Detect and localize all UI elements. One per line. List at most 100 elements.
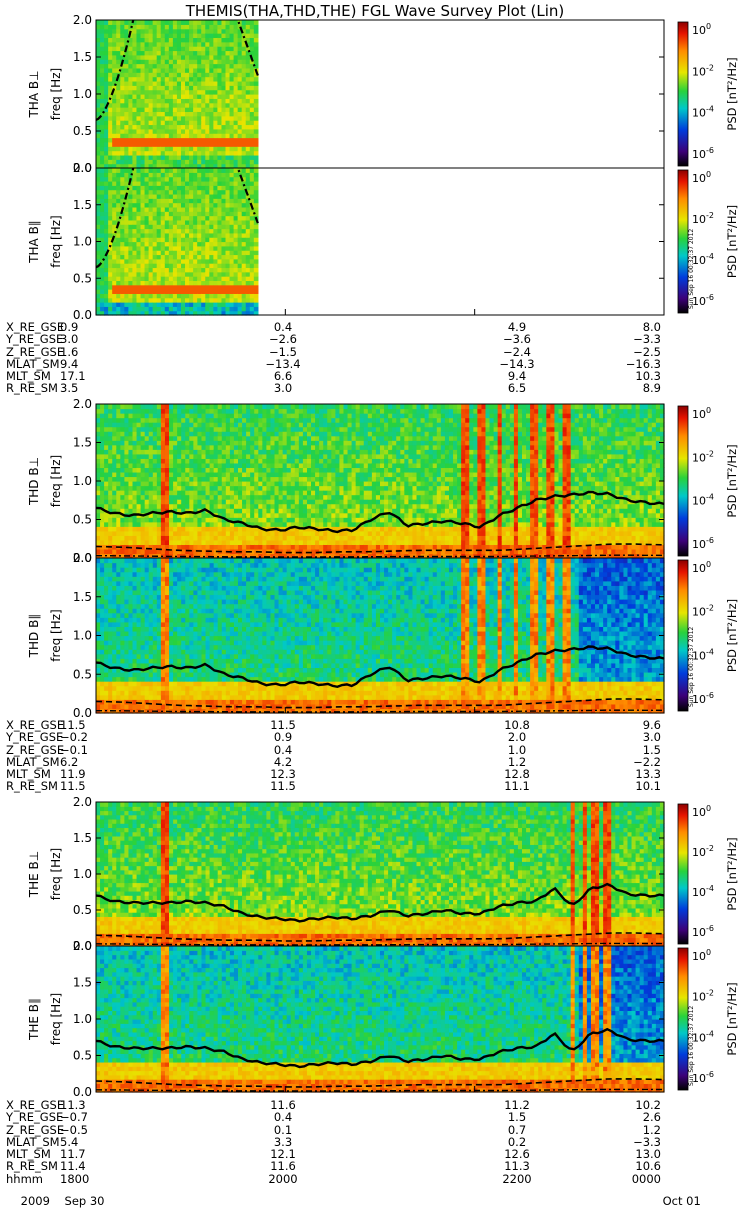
spectrogram-cell (250, 33, 255, 38)
spectrogram-cell (230, 59, 235, 64)
spectrogram-cell (266, 413, 271, 418)
spectrogram-cell (157, 155, 162, 160)
spectrogram-cell (165, 151, 170, 156)
spectrogram-cell (217, 280, 222, 285)
spectrogram-cell (242, 481, 247, 486)
spectrogram-cell (262, 449, 267, 454)
spectrogram-cell (149, 531, 154, 536)
spectrogram-cell (230, 499, 235, 504)
spectrogram-cell (112, 535, 117, 540)
spectrogram-cell (120, 177, 125, 182)
spectrogram-cell (100, 445, 105, 450)
spectrogram-cell (226, 133, 231, 138)
spectrogram-cell (230, 229, 235, 234)
spectrogram-cell (270, 431, 275, 436)
spectrogram-cell (181, 285, 186, 290)
spectrogram-cell (145, 203, 150, 208)
spectrogram-cell (295, 531, 300, 536)
spectrogram-cell (169, 504, 174, 509)
spectrogram-cell (242, 440, 247, 445)
spectrogram-cell (352, 431, 357, 436)
spectrogram-cell (221, 298, 226, 303)
spectrogram-cell (149, 211, 154, 216)
spectrogram-cell (331, 490, 336, 495)
spectrogram-cell (153, 203, 158, 208)
spectrogram-cell (210, 431, 215, 436)
spectrogram-cell (197, 481, 202, 486)
spectrogram-cell (141, 302, 146, 307)
spectrogram-cell (214, 449, 219, 454)
colorbar-tick-label: 10-6 (692, 146, 714, 161)
spectrogram-cell (303, 535, 308, 540)
spectrogram-cell (352, 508, 357, 513)
spectrogram-cell (165, 237, 170, 242)
spectrogram-cell (217, 124, 222, 129)
spectrogram-cell (230, 94, 235, 99)
spectrogram-cell (217, 259, 222, 264)
spectrogram-cell (287, 476, 292, 481)
spectrogram-cell (352, 409, 357, 414)
spectrogram-cell (250, 107, 255, 112)
spectrogram-cell (108, 20, 113, 25)
spectrogram-cell (177, 55, 182, 60)
spectrogram-cell (210, 504, 215, 509)
spectrogram-cell (201, 454, 206, 459)
spectrogram-cell (262, 413, 267, 418)
spectrogram-cell (238, 250, 243, 255)
spectrogram-cell (108, 418, 113, 423)
spectrogram-cell (96, 194, 101, 199)
spectrogram-cell (246, 263, 251, 268)
spectrogram-cell (197, 454, 202, 459)
spectrogram-cell (100, 467, 105, 472)
spectrogram-cell (104, 211, 109, 216)
spectrogram-cell (201, 55, 206, 60)
spectrogram-cell (120, 306, 125, 311)
spectrogram-cell (124, 526, 129, 531)
spectrogram-cell (141, 267, 146, 272)
spectrogram-cell (141, 436, 146, 441)
spectrogram-cell (112, 20, 117, 25)
spectrogram-cell (303, 486, 308, 491)
spectrogram-cell (238, 220, 243, 225)
spectrogram-cell (96, 463, 101, 468)
spectrogram-cell (161, 472, 166, 477)
colorbar-tick-label: 100 (692, 22, 711, 37)
spectrogram-cell (209, 90, 214, 95)
spectrogram-cell (181, 146, 186, 151)
spectrogram-cell (197, 413, 202, 418)
spectrogram-cell (193, 276, 198, 281)
spectrogram-cell (145, 440, 150, 445)
spectrogram-cell (209, 263, 214, 268)
spectrogram-cell (197, 37, 202, 42)
spectrogram-cell (209, 77, 214, 82)
spectrogram-cell (161, 42, 166, 47)
spectrogram-cell (193, 404, 198, 409)
spectrogram-cell (165, 116, 170, 121)
spectrogram-cell (209, 146, 214, 151)
spectrogram-cell (108, 155, 113, 160)
spectrogram-cell (157, 463, 162, 468)
spectrogram-cell (238, 254, 243, 259)
spectrogram-cell (128, 85, 133, 90)
spectrogram-cell (116, 436, 121, 441)
spectrogram-cell (145, 90, 150, 95)
spectrogram-cell (205, 233, 210, 238)
spectrogram-cell (100, 463, 105, 468)
spectrogram-cell (112, 168, 117, 173)
spectrogram-cell (112, 436, 117, 441)
spectrogram-cell (181, 90, 186, 95)
spectrogram-cell (124, 229, 129, 234)
spectrogram-cell (230, 190, 235, 195)
spectrogram-cell (221, 59, 226, 64)
spectrogram-cell (254, 46, 259, 51)
spectrogram-cell (116, 177, 121, 182)
spectrogram-cell (185, 422, 190, 427)
spectrogram-cell (124, 177, 129, 182)
spectrogram-cell (352, 486, 357, 491)
spectrogram-cell (165, 427, 170, 432)
spectrogram-cell (141, 526, 146, 531)
spectrogram-cell (221, 138, 226, 143)
spectrogram-cell (124, 103, 129, 108)
spectrogram-cell (258, 540, 263, 545)
spectrogram-cell (193, 544, 198, 549)
